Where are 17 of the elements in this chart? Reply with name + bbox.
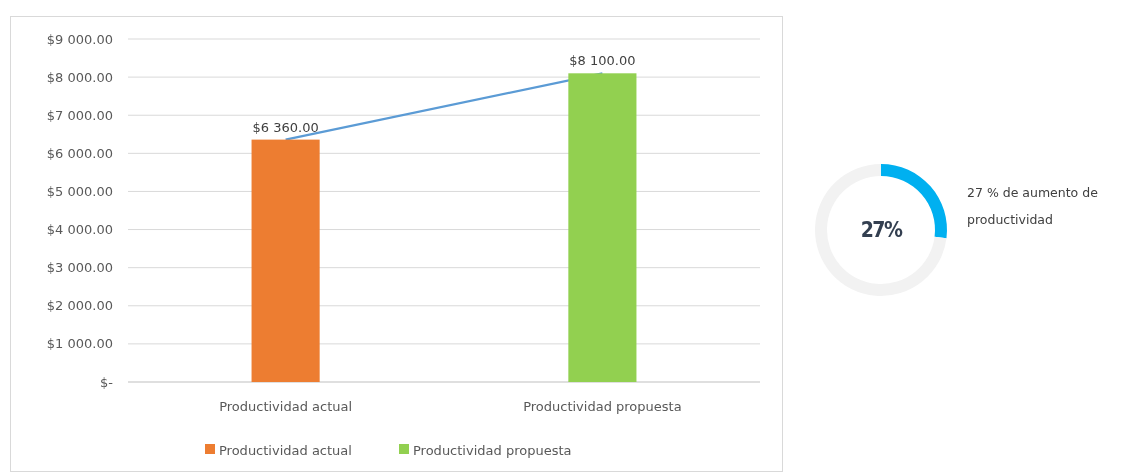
y-tick-label: $3 000.00 bbox=[46, 260, 113, 276]
data-label: $6 360.00 bbox=[252, 119, 319, 135]
donut-slice bbox=[815, 164, 947, 296]
y-tick-label: $7 000.00 bbox=[46, 107, 113, 123]
data-label: $8 100.00 bbox=[569, 53, 636, 69]
text: 27 % de aumento de productividad bbox=[967, 185, 1099, 227]
y-tick-label: $- bbox=[100, 374, 114, 390]
y-tick-label: $9 000.00 bbox=[46, 31, 113, 47]
y-tick-label: $1 000.00 bbox=[46, 336, 113, 352]
legend-label: Productividad propuesta bbox=[413, 442, 572, 458]
legend-label: Productividad actual bbox=[219, 442, 352, 458]
y-tick-label: $4 000.00 bbox=[46, 222, 113, 238]
y-tick-label: $2 000.00 bbox=[46, 298, 113, 314]
text: 27% bbox=[860, 218, 903, 243]
y-tick-label: $6 000.00 bbox=[46, 145, 113, 161]
y-tick-label: $8 000.00 bbox=[46, 69, 113, 85]
y-tick-label: $5 000.00 bbox=[46, 183, 113, 199]
